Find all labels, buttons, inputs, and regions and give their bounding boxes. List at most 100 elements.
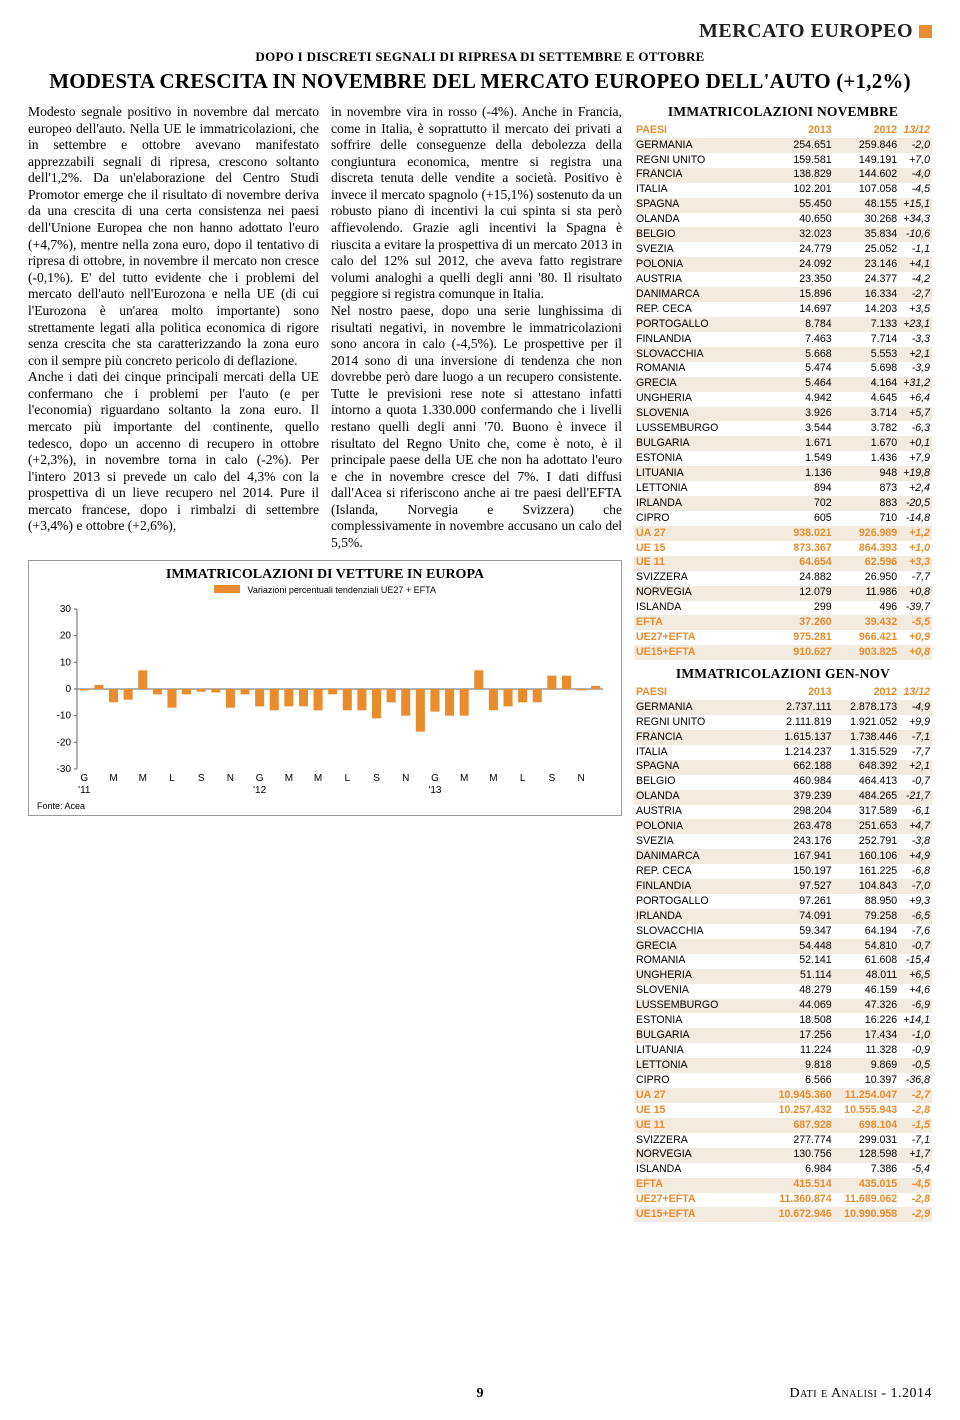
chart-bar [138,670,147,689]
chart-bar [503,689,512,706]
chart-bar [299,689,308,706]
table-row: CIPRO6.56610.397-36,8 [634,1073,932,1088]
chart-bar [124,689,133,700]
table-header-cell: 13/12 [899,123,932,138]
chart-title: IMMATRICOLAZIONI DI VETTURE IN EUROPA [37,567,613,583]
chart-bar [357,689,366,710]
chart-bar [153,689,162,694]
svg-text:30: 30 [60,604,72,615]
table-row: GRECIA5.4644.164+31,2 [634,377,932,392]
chart-bar [167,689,176,708]
svg-text:M: M [314,773,322,784]
chart-bar [284,689,293,706]
table-header-cell: 13/12 [899,685,932,700]
chart-bar [197,689,206,692]
table-row: LUSSEMBURGO3.5443.782-6,3 [634,421,932,436]
chart-bar [255,689,264,706]
table-row: OLANDA379.239484.265-21,7 [634,790,932,805]
table-row: LITUANIA1.136948+19,8 [634,466,932,481]
table-row: REP. CECA150.197161.225-6,8 [634,864,932,879]
table-header-cell: 2012 [834,123,900,138]
svg-text:'12: '12 [253,785,266,796]
svg-text:L: L [169,773,175,784]
svg-text:G: G [80,773,88,784]
table-ytd-title: IMMATRICOLAZIONI GEN-NOV [634,666,932,682]
table-row: NORVEGIA130.756128.598+1,7 [634,1148,932,1163]
table-row: SLOVENIA3.9263.714+5,7 [634,407,932,422]
kicker: DOPO I DISCRETI SEGNALI DI RIPRESA DI SE… [28,49,932,65]
chart-bar [533,689,542,702]
svg-text:M: M [139,773,147,784]
svg-text:G: G [256,773,264,784]
table-row: UE15+EFTA10.672.94610.990.958-2,9 [634,1207,932,1222]
svg-text:'13: '13 [428,785,441,796]
table-row: DANIMARCA15.89616.334-2,7 [634,287,932,302]
chart-bar [328,689,337,694]
svg-text:M: M [489,773,497,784]
table-row: EFTA37.26039.432-5,5 [634,615,932,630]
table-row: IRLANDA74.09179.258-6,5 [634,909,932,924]
table-row: GERMANIA2.737.1112.878.173-4,9 [634,700,932,715]
svg-text:M: M [285,773,293,784]
table-row: LITUANIA11.22411.328-0,9 [634,1043,932,1058]
table-row: UE27+EFTA11.360.87411.689.062-2,8 [634,1193,932,1208]
chart-bar [430,689,439,712]
table-row: FRANCIA138.829144.602-4,0 [634,168,932,183]
svg-text:N: N [227,773,234,784]
chart-bar [226,689,235,708]
svg-text:L: L [345,773,351,784]
chart-bar [372,689,381,718]
page-number: 9 [477,1386,484,1402]
table-row: GERMANIA254.651259.846-2,0 [634,138,932,153]
svg-text:S: S [198,773,205,784]
chart-bar [591,685,600,688]
table-row: UA 2710.945.36011.254.047-2,7 [634,1088,932,1103]
table-row: CIPRO605710-14,8 [634,511,932,526]
table-row: BULGARIA1.6711.670+0,1 [634,436,932,451]
section-header: MERCATO EUROPEO [28,20,932,43]
table-row: SVIZZERA277.774299.031-7,1 [634,1133,932,1148]
svg-text:S: S [373,773,380,784]
table-row: ESTONIA18.50816.226+14,1 [634,1013,932,1028]
table-row: POLONIA263.478251.653+4,7 [634,819,932,834]
table-row: SLOVENIA48.27946.159+4,6 [634,984,932,999]
table-row: ITALIA1.214.2371.315.529-7,7 [634,745,932,760]
svg-text:20: 20 [60,630,72,641]
table-row: ROMANIA5.4745.698-3,9 [634,362,932,377]
table-row: OLANDA40.65030.268+34,3 [634,213,932,228]
chart-bar [270,689,279,710]
table-row: UE 1164.65462.596+3,3 [634,556,932,571]
table-row: REGNI UNITO2.111.8191.921.052+9,9 [634,715,932,730]
chart-bar [577,689,586,690]
table-row: UE15+EFTA910.627903.825+0,8 [634,645,932,660]
table-row: BELGIO32.02335.834-10,6 [634,227,932,242]
table-row: LUSSEMBURGO44.06947.326-6,9 [634,999,932,1014]
chart-bar [562,675,571,688]
table-header-cell: PAESI [634,685,768,700]
chart-bar [182,689,191,694]
svg-text:-30: -30 [57,764,72,775]
svg-text:M: M [109,773,117,784]
table-row: IRLANDA702883-20,5 [634,496,932,511]
body-column-2: in novembre vira in rosso (-4%). Anche i… [331,104,622,552]
svg-text:10: 10 [60,657,72,668]
table-header-cell: 2012 [834,685,900,700]
headline: MODESTA CRESCITA IN NOVEMBRE DEL MERCATO… [28,69,932,94]
svg-text:M: M [460,773,468,784]
table-row: AUSTRIA23.35024.377-4,2 [634,272,932,287]
table-row: SVEZIA24.77925.052-1,1 [634,242,932,257]
table-row: ROMANIA52.14161.608-15,4 [634,954,932,969]
table-row: PORTOGALLO8.7847.133+23,1 [634,317,932,332]
table-row: UE 1510.257.43210.555.943-2,8 [634,1103,932,1118]
chart-legend: Variazioni percentuali tendenziali UE27 … [37,585,613,595]
table-row: UE 11687.928698.104-1,5 [634,1118,932,1133]
svg-text:G: G [431,773,439,784]
svg-text:0: 0 [65,684,71,695]
table-row: FINLANDIA97.527104.843-7,0 [634,879,932,894]
table-row: GRECIA54.44854.810-0,7 [634,939,932,954]
chart-bar [401,689,410,716]
table-row: SLOVACCHIA5.6685.553+2,1 [634,347,932,362]
chart-bar [343,689,352,710]
svg-text:-10: -10 [57,710,72,721]
table-row: UE27+EFTA975.281966.421+0,9 [634,630,932,645]
